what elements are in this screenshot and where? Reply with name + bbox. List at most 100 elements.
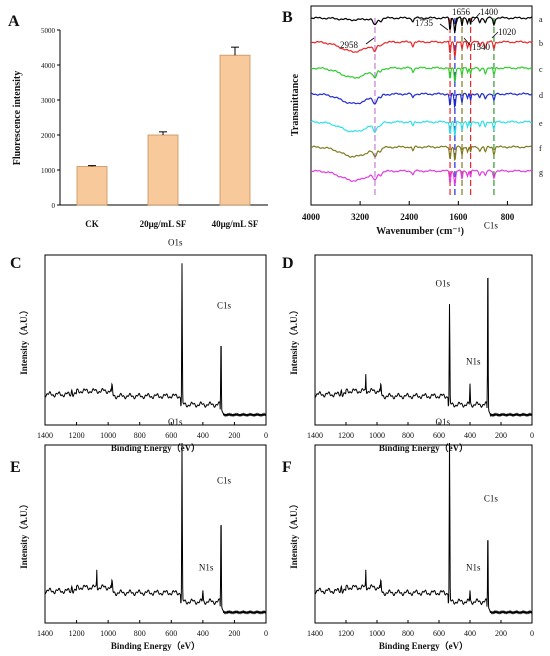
x-tick-label: 200 [228, 629, 240, 638]
panel-b-x-tick-label: 4000 [302, 212, 321, 222]
x-tick-label: 600 [165, 431, 177, 440]
annotation-2958: 2958 [340, 40, 359, 50]
y-axis-label: Intensity（A.U.） [19, 305, 29, 375]
x-tick-label: 1400 [37, 431, 53, 440]
panel-b-x-tick-label: 3200 [351, 212, 370, 222]
panel-d-xps-survey: D 1400 1200 1000 800 600 400 200 0 Binding Energy… [282, 221, 534, 453]
x-tick-label: 1200 [69, 431, 85, 440]
panel-b-x-axis-label: Wavenumber (cm⁻¹) [376, 226, 464, 237]
panel-b-series-label: e [539, 119, 543, 128]
panel-b-series-line [310, 16, 533, 34]
x-axis-label: Binding Energy（eV） [379, 443, 468, 453]
panel-b-series-line [310, 40, 533, 58]
peak-label-n1s: N1s [466, 357, 481, 367]
x-tick-label: 1400 [307, 431, 323, 440]
x-tick-label: 1400 [307, 629, 323, 638]
panel-a-bar [76, 166, 108, 206]
panel-b-letter: B [282, 9, 293, 26]
panel-a-bar [147, 134, 179, 206]
panel-b-x-tick-label: 1600 [449, 212, 468, 222]
x-tick-label: 0 [530, 629, 534, 638]
panel-b-series-label: f [539, 144, 542, 153]
panel-a-bar [219, 54, 251, 206]
x-tick-label: 600 [433, 629, 445, 638]
xps-spectrum-line [314, 442, 533, 615]
panel-a-x-tick-label: 20μg/mL SF [140, 219, 187, 229]
x-tick-label: 1400 [37, 629, 53, 638]
panel-b-series-line [310, 145, 533, 162]
panel-a-y-tick-label: 3000 [41, 97, 56, 105]
x-axis-label: Binding Energy（eV） [111, 641, 200, 651]
peak-label-o1s: O1s [436, 278, 451, 288]
x-tick-label: 800 [134, 431, 146, 440]
annotation-1540: 1540 [472, 42, 491, 52]
panel-a-y-tick-label: 4000 [41, 62, 56, 70]
x-tick-label: 800 [134, 629, 146, 638]
x-tick-label: 600 [165, 629, 177, 638]
panel-c-xps-survey: C 1400 1200 1000 800 600 400 200 0 Binding Energy… [10, 238, 268, 453]
x-tick-label: 1000 [369, 629, 385, 638]
panel-a-y-tick-label: 1000 [41, 167, 56, 175]
panel-a-letter: A [8, 13, 20, 30]
panel-b-series-label: d [539, 91, 543, 100]
annotation-1400: 1400 [480, 7, 499, 17]
panel-a-x-tick-label: CK [85, 219, 99, 229]
x-tick-label: 600 [433, 431, 445, 440]
x-tick-label: 1200 [338, 431, 354, 440]
panel-b-frame [310, 5, 533, 206]
peak-label-c1s: C1s [217, 301, 232, 311]
x-tick-label: 1000 [100, 431, 116, 440]
x-tick-label: 200 [495, 431, 507, 440]
panel-frame [44, 444, 267, 624]
x-tick-label: 0 [530, 431, 534, 440]
x-tick-label: 1200 [69, 629, 85, 638]
panel-b-series-line [310, 92, 533, 109]
panel-b-series-label: g [539, 168, 543, 177]
xps-spectrum-line [44, 442, 267, 615]
peak-label-n1s: N1s [199, 563, 214, 573]
peak-label-c1s: C1s [484, 493, 499, 503]
panel-b-series-line [310, 120, 533, 137]
x-axis-label: Binding Energy（eV） [111, 443, 200, 453]
panel-b-x-tick-label: 2400 [400, 212, 419, 222]
peak-label-o1s: O1s [436, 417, 451, 427]
panel-b-series-label: b [539, 39, 543, 48]
xps-spectrum-line [44, 263, 267, 418]
panel-b-series-label: c [539, 65, 543, 74]
peak-label-c1s: C1s [484, 221, 499, 231]
x-tick-label: 400 [464, 431, 476, 440]
x-tick-label: 400 [197, 431, 209, 440]
y-axis-label: Intensity（A.U.） [289, 499, 299, 569]
panel-b-series-line [310, 66, 533, 83]
panel-letter: E [10, 459, 21, 476]
panel-b-x-tick-label: 800 [501, 212, 515, 222]
x-tick-label: 1200 [338, 629, 354, 638]
panel-a-y-axis-label: Fluorescence intensity [12, 71, 23, 166]
panel-b-x-ticks: 4000 3200 2400 1600 800 [302, 201, 515, 222]
x-tick-label: 800 [402, 629, 414, 638]
xps-spectrum-line [314, 277, 533, 418]
panel-a-y-tick-label: 5000 [41, 27, 56, 35]
panel-a-bars [76, 46, 251, 206]
x-tick-label: 400 [197, 629, 209, 638]
panel-frame [44, 254, 267, 426]
annotation-1656: 1656 [452, 7, 471, 17]
panel-frame [314, 444, 533, 624]
peak-label-c1s: C1s [217, 476, 232, 486]
panel-a-x-tick-labels: CK 20μg/mL SF 40μg/mL SF [85, 219, 259, 229]
x-tick-label: 0 [264, 629, 268, 638]
panel-b-series [310, 16, 533, 187]
panel-b-series-label: a [539, 15, 543, 24]
panel-a-x-tick-label: 40μg/mL SF [212, 219, 259, 229]
panel-b-series-labels: a b c d e f g [539, 15, 543, 177]
x-axis-label: Binding Energy（eV） [379, 641, 468, 651]
y-axis-label: Intensity（A.U.） [19, 499, 29, 569]
x-tick-label: 800 [402, 431, 414, 440]
panel-f-xps-survey: F 1400 1200 1000 800 600 400 200 0 Binding Energy… [282, 417, 534, 651]
x-tick-label: 200 [495, 629, 507, 638]
panel-e-xps-survey: E 1400 1200 1000 800 600 400 200 0 Binding Energy… [10, 417, 268, 651]
peak-label-n1s: N1s [466, 563, 481, 573]
panel-b-annotations: 2958 1735 1656 1400 1540 1020 [340, 7, 517, 52]
x-tick-label: 200 [228, 431, 240, 440]
